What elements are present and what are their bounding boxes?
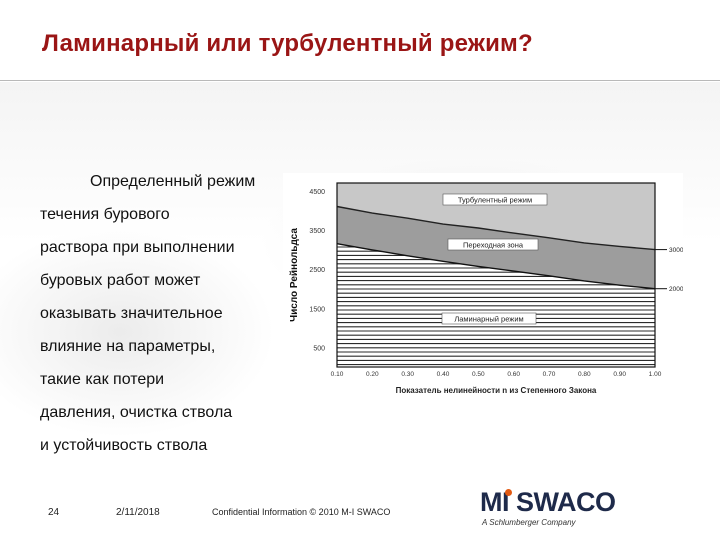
- side-label: 3000: [669, 247, 683, 254]
- page-number: 24: [48, 507, 60, 518]
- y-tick-label: 1500: [309, 306, 325, 313]
- logo-swaco: SWACO: [509, 487, 616, 517]
- slide-title: Ламинарный или турбулентный режим?: [42, 30, 533, 57]
- side-label: 2000: [669, 286, 683, 293]
- logo-tagline: A Schlumberger Company: [482, 518, 576, 527]
- x-tick-label: 0.10: [331, 371, 344, 378]
- body-line: и устойчивость ствола: [40, 437, 208, 454]
- chart-svg: 4500 3500 2500 1500 500 0.10 0.20 0.30 0.40 0.50…: [283, 173, 683, 406]
- y-tick-label: 4500: [309, 189, 325, 196]
- body-line: Определенный режим: [90, 173, 256, 190]
- logo-wordmark: MI SWACO: [480, 487, 616, 518]
- zone-label: Ламинарный режим: [454, 315, 523, 324]
- side-labels: 3000 2000: [655, 247, 683, 293]
- zone-label: Турбулентный режим: [458, 196, 532, 205]
- body-line: давления, очистка ствола: [40, 404, 233, 421]
- x-tick-labels: 0.10 0.20 0.30 0.40 0.50 0.60 0.70 0.80 0.90 1.00: [331, 371, 662, 378]
- chart-series-lines: [336, 205, 656, 290]
- zone-label-box: [442, 193, 548, 206]
- y-tick-labels: 4500 3500 2500 1500 500: [309, 189, 325, 353]
- body-line: влияние на параметры,: [40, 338, 216, 355]
- body-line: течения бурового: [40, 206, 170, 223]
- body-line: буровых работ может: [40, 272, 201, 289]
- turbulent-zone-area: [337, 183, 655, 250]
- y-tick-label: 2500: [309, 267, 325, 274]
- mi-swaco-logo: MI SWACO A Schlumberger Company: [480, 487, 640, 529]
- y-tick-label: 3500: [309, 228, 325, 235]
- y-axis-label: Число Рейнольдса: [289, 228, 300, 322]
- x-tick-label: 0.20: [366, 371, 379, 378]
- zone-label-box: [447, 238, 539, 251]
- body-text: Определенный режим течения бурового раст…: [40, 165, 280, 462]
- series-line-upper: [336, 205, 656, 251]
- reynolds-chart: 4500 3500 2500 1500 500 0.10 0.20 0.30 0.40 0.50…: [283, 173, 683, 406]
- body-line: раствора при выполнении: [40, 239, 235, 256]
- zone-labels: Турбулентный режим Переходная зона Ламинар…: [441, 193, 548, 325]
- body-line: такие как потери: [40, 371, 165, 388]
- logo-dot-icon: [505, 489, 512, 496]
- x-tick-label: 0.30: [401, 371, 414, 378]
- x-tick-label: 0.50: [472, 371, 485, 378]
- body-line: оказывать значительное: [40, 305, 223, 322]
- x-tick-label: 0.40: [437, 371, 450, 378]
- x-axis-label: Показатель нелинейности n из Степенного …: [396, 386, 597, 395]
- x-tick-label: 0.80: [578, 371, 591, 378]
- logo-mi: MI: [480, 487, 510, 517]
- y-tick-label: 500: [313, 345, 325, 352]
- zone-label-box: [441, 312, 537, 325]
- x-tick-label: 1.00: [649, 371, 662, 378]
- x-tick-label: 0.60: [507, 371, 520, 378]
- series-line-lower: [336, 243, 656, 290]
- title-divider: [0, 80, 720, 81]
- x-tick-label: 0.70: [543, 371, 556, 378]
- x-tick-label: 0.90: [613, 371, 626, 378]
- footer-date: 2/11/2018: [116, 507, 160, 518]
- zone-label: Переходная зона: [463, 241, 524, 250]
- plot-frame: [336, 182, 656, 368]
- footer-confidential: Confidential Information © 2010 M-I SWAC…: [212, 507, 391, 517]
